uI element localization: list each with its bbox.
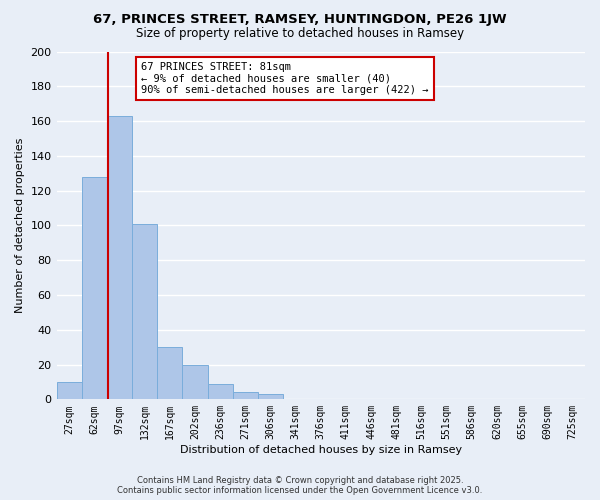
Bar [132,224,157,400]
Text: Size of property relative to detached houses in Ramsey: Size of property relative to detached ho… [136,28,464,40]
Text: 67 PRINCES STREET: 81sqm
← 9% of detached houses are smaller (40)
90% of semi-de: 67 PRINCES STREET: 81sqm ← 9% of detache… [141,62,428,95]
Bar [56,382,82,400]
Bar [82,176,107,400]
Bar [208,384,233,400]
X-axis label: Distribution of detached houses by size in Ramsey: Distribution of detached houses by size … [180,445,462,455]
Bar [233,392,258,400]
Y-axis label: Number of detached properties: Number of detached properties [15,138,25,313]
Bar [157,347,182,400]
Bar [182,364,208,400]
Text: 67, PRINCES STREET, RAMSEY, HUNTINGDON, PE26 1JW: 67, PRINCES STREET, RAMSEY, HUNTINGDON, … [93,12,507,26]
Bar [258,394,283,400]
Text: Contains HM Land Registry data © Crown copyright and database right 2025.
Contai: Contains HM Land Registry data © Crown c… [118,476,482,495]
Bar [107,116,132,400]
